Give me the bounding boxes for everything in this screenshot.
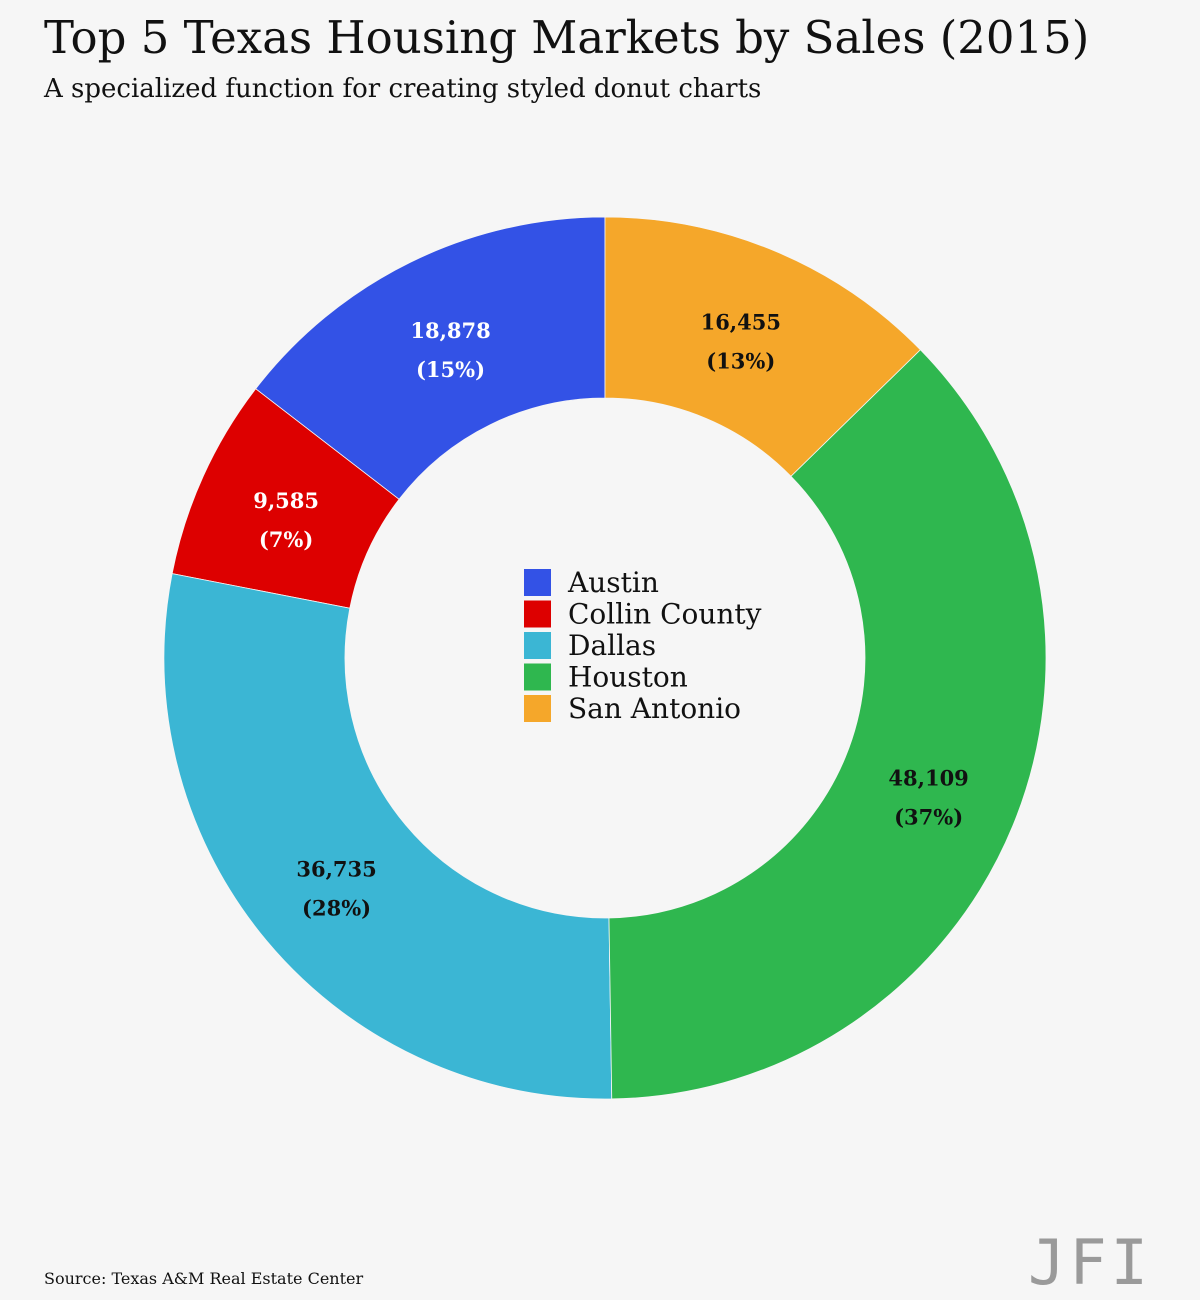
legend-swatch-dallas: [524, 632, 551, 659]
legend-label: Austin: [567, 566, 659, 599]
slice-austin: [255, 216, 606, 500]
slice-percent-label: (7%): [259, 527, 313, 552]
slice-percent-label: (37%): [894, 804, 963, 829]
chart-subtitle: A specialized function for creating styl…: [44, 74, 762, 104]
slice-percent-label: (28%): [302, 896, 371, 921]
slice-houston: [608, 349, 1047, 1100]
source-note: Source: Texas A&M Real Estate Center: [44, 1269, 364, 1288]
legend-label: San Antonio: [568, 692, 741, 725]
slice-labels: 18,878 (15%) 9,585 (7%) 36,735 (28%) 48,109 (37…: [253, 309, 969, 920]
legend-label: Houston: [568, 661, 688, 694]
slice-dallas: [163, 573, 613, 1100]
chart-title: Top 5 Texas Housing Markets by Sales (20…: [44, 11, 1090, 64]
legend-swatch-austin: [524, 569, 551, 596]
slice-percent-label: (15%): [416, 357, 485, 382]
slice-value-label: 18,878: [410, 318, 490, 343]
slice-value-label: 9,585: [253, 488, 319, 513]
legend-swatch-collin-county: [524, 600, 551, 628]
slice-san-antonio: [604, 216, 921, 477]
legend-swatch-san-antonio: [524, 695, 551, 722]
slice-value-label: 36,735: [296, 857, 376, 882]
slice-value-label: 16,455: [701, 309, 781, 334]
legend-label: Dallas: [568, 629, 656, 662]
donut-slices: [163, 216, 1047, 1100]
slice-percent-label: (13%): [706, 348, 775, 373]
legend-swatch-houston: [524, 663, 551, 691]
jfi-logo: JFI: [1028, 1226, 1152, 1299]
slice-value-label: 48,109: [888, 765, 968, 790]
legend-label: Collin County: [568, 598, 762, 631]
